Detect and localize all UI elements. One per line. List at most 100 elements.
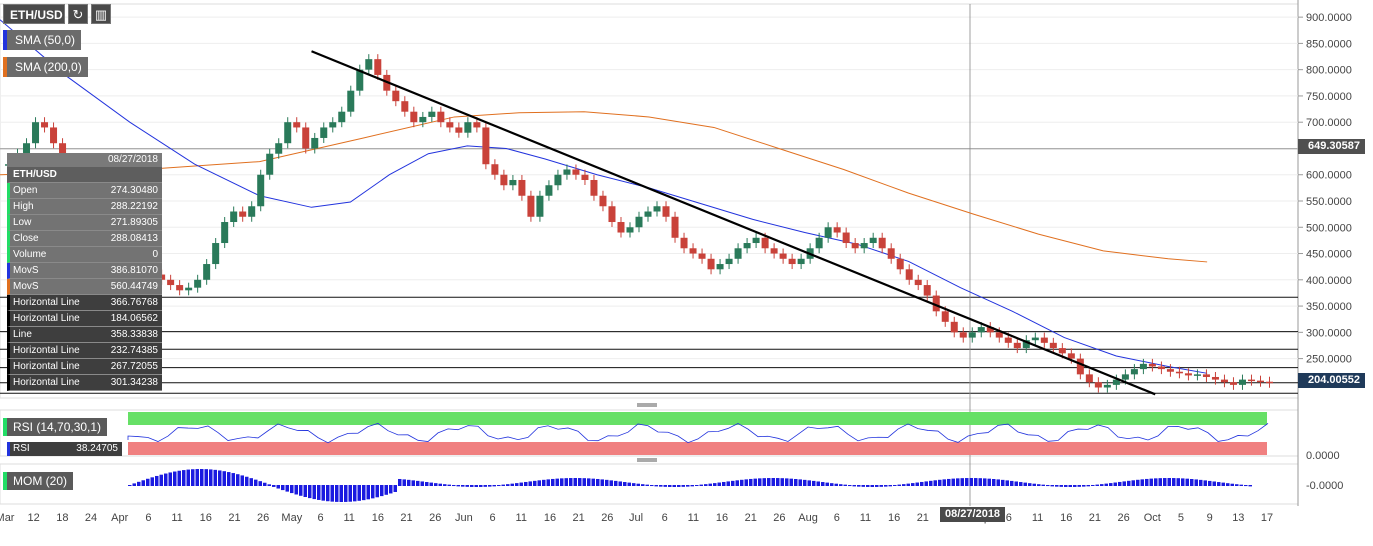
candle: [1103, 384, 1111, 388]
candle: [536, 195, 544, 217]
candle: [1094, 382, 1102, 388]
bar-settings-icon[interactable]: ▥: [91, 4, 111, 24]
candle: [1229, 382, 1237, 385]
rsi-label[interactable]: RSI (14,70,30,1): [3, 418, 108, 436]
mom-bar: [254, 479, 258, 486]
last-price-tag: 204.00552: [1298, 373, 1365, 388]
candle: [356, 69, 364, 91]
indicator-label-sma50[interactable]: SMA (50,0): [3, 30, 82, 50]
data-window-row-value: 386.81070: [110, 265, 158, 276]
mom-bar: [933, 480, 937, 486]
mom-bar: [1217, 482, 1221, 486]
candle: [338, 111, 346, 123]
mom-bar: [240, 475, 244, 486]
candle: [608, 206, 616, 223]
mom-bar: [209, 469, 213, 486]
mom-bar: [857, 485, 861, 487]
candle: [644, 211, 652, 217]
mom-bar: [276, 485, 280, 489]
data-window-row-value: 0: [152, 249, 158, 260]
mom-bar: [987, 478, 991, 486]
mom-bar: [438, 483, 442, 486]
data-window-row: Open 274.30480: [7, 183, 162, 199]
candle: [833, 227, 841, 233]
mom-bar: [267, 484, 271, 486]
candle: [392, 90, 400, 102]
candle: [176, 285, 184, 291]
candle: [995, 332, 1003, 338]
mom-bar: [213, 469, 217, 486]
date-tick-label: 21: [745, 512, 757, 524]
mom-bar: [717, 482, 721, 486]
date-tick-label: Aug: [798, 512, 818, 524]
mom-bar: [312, 485, 316, 500]
data-window-row-value: 358.33838: [110, 329, 158, 340]
price-tick-label: 900.0000: [1306, 12, 1352, 24]
mom-bar: [564, 478, 568, 486]
candle: [1247, 379, 1255, 382]
candle: [599, 195, 607, 207]
data-window-row: Volume 0: [7, 247, 162, 263]
mom-bar: [627, 482, 631, 486]
mom-bar: [231, 473, 235, 486]
date-tick-label: 17: [1261, 512, 1273, 524]
data-window-row-label: High: [13, 201, 34, 212]
mom-bar: [551, 478, 555, 486]
mom-bar: [1194, 479, 1198, 486]
mom-bar: [1073, 485, 1077, 487]
data-window-row-label: Low: [13, 217, 32, 228]
indicator-label-sma200[interactable]: SMA (200,0): [3, 57, 88, 77]
data-window-row: Horizontal Line 184.06562: [7, 311, 162, 327]
data-window-row: Horizontal Line 301.34238: [7, 375, 162, 391]
ticker-button[interactable]: ETH/USD: [3, 4, 65, 24]
candle: [1157, 366, 1165, 370]
data-window-row: High 288.22192: [7, 199, 162, 215]
mom-bar: [1230, 483, 1234, 486]
pane-resize-handle: [637, 458, 657, 462]
mom-bar: [771, 478, 775, 486]
candle: [860, 243, 868, 249]
candle: [437, 111, 445, 123]
mom-bar: [146, 478, 150, 486]
data-window-row: Low 271.89305: [7, 215, 162, 231]
rsi-line: [127, 422, 1269, 444]
candle: [914, 279, 922, 286]
refresh-icon[interactable]: ↻: [68, 4, 88, 24]
mom-bar: [1212, 481, 1216, 486]
date-tick-label: 18: [56, 512, 68, 524]
mom-bar: [317, 485, 321, 500]
candle: [959, 332, 967, 338]
candle: [365, 59, 373, 70]
mom-bar: [794, 478, 798, 486]
mom-bar: [402, 479, 406, 486]
candle: [725, 258, 733, 265]
mom-bar: [731, 480, 735, 486]
mom-label[interactable]: MOM (20): [3, 472, 73, 490]
date-tick-label: 21: [1089, 512, 1101, 524]
candle: [293, 122, 301, 128]
mom-bar: [596, 478, 600, 486]
price-tick-label: 700.0000: [1306, 117, 1352, 129]
date-tick-label: 11: [343, 512, 354, 524]
mom-bar: [1118, 481, 1122, 486]
candle: [248, 206, 256, 217]
mom-bar: [762, 478, 766, 486]
mom-bar: [479, 485, 483, 487]
mom-bar: [393, 485, 397, 492]
mom-bar: [465, 485, 469, 487]
candle: [1220, 379, 1228, 383]
mom-bar: [1046, 485, 1050, 487]
mom-bar: [524, 481, 528, 486]
mom-bar: [704, 484, 708, 486]
mom-bar: [812, 480, 816, 486]
mom-bar: [1154, 478, 1158, 486]
mom-bar: [942, 479, 946, 486]
date-tick-label: Oct: [1144, 512, 1161, 524]
mom-bar: [222, 471, 226, 486]
date-tick-label: Mar: [0, 512, 15, 524]
mom-bar: [281, 485, 285, 491]
mom-bar: [1100, 484, 1104, 486]
mom-bar: [1158, 478, 1162, 486]
